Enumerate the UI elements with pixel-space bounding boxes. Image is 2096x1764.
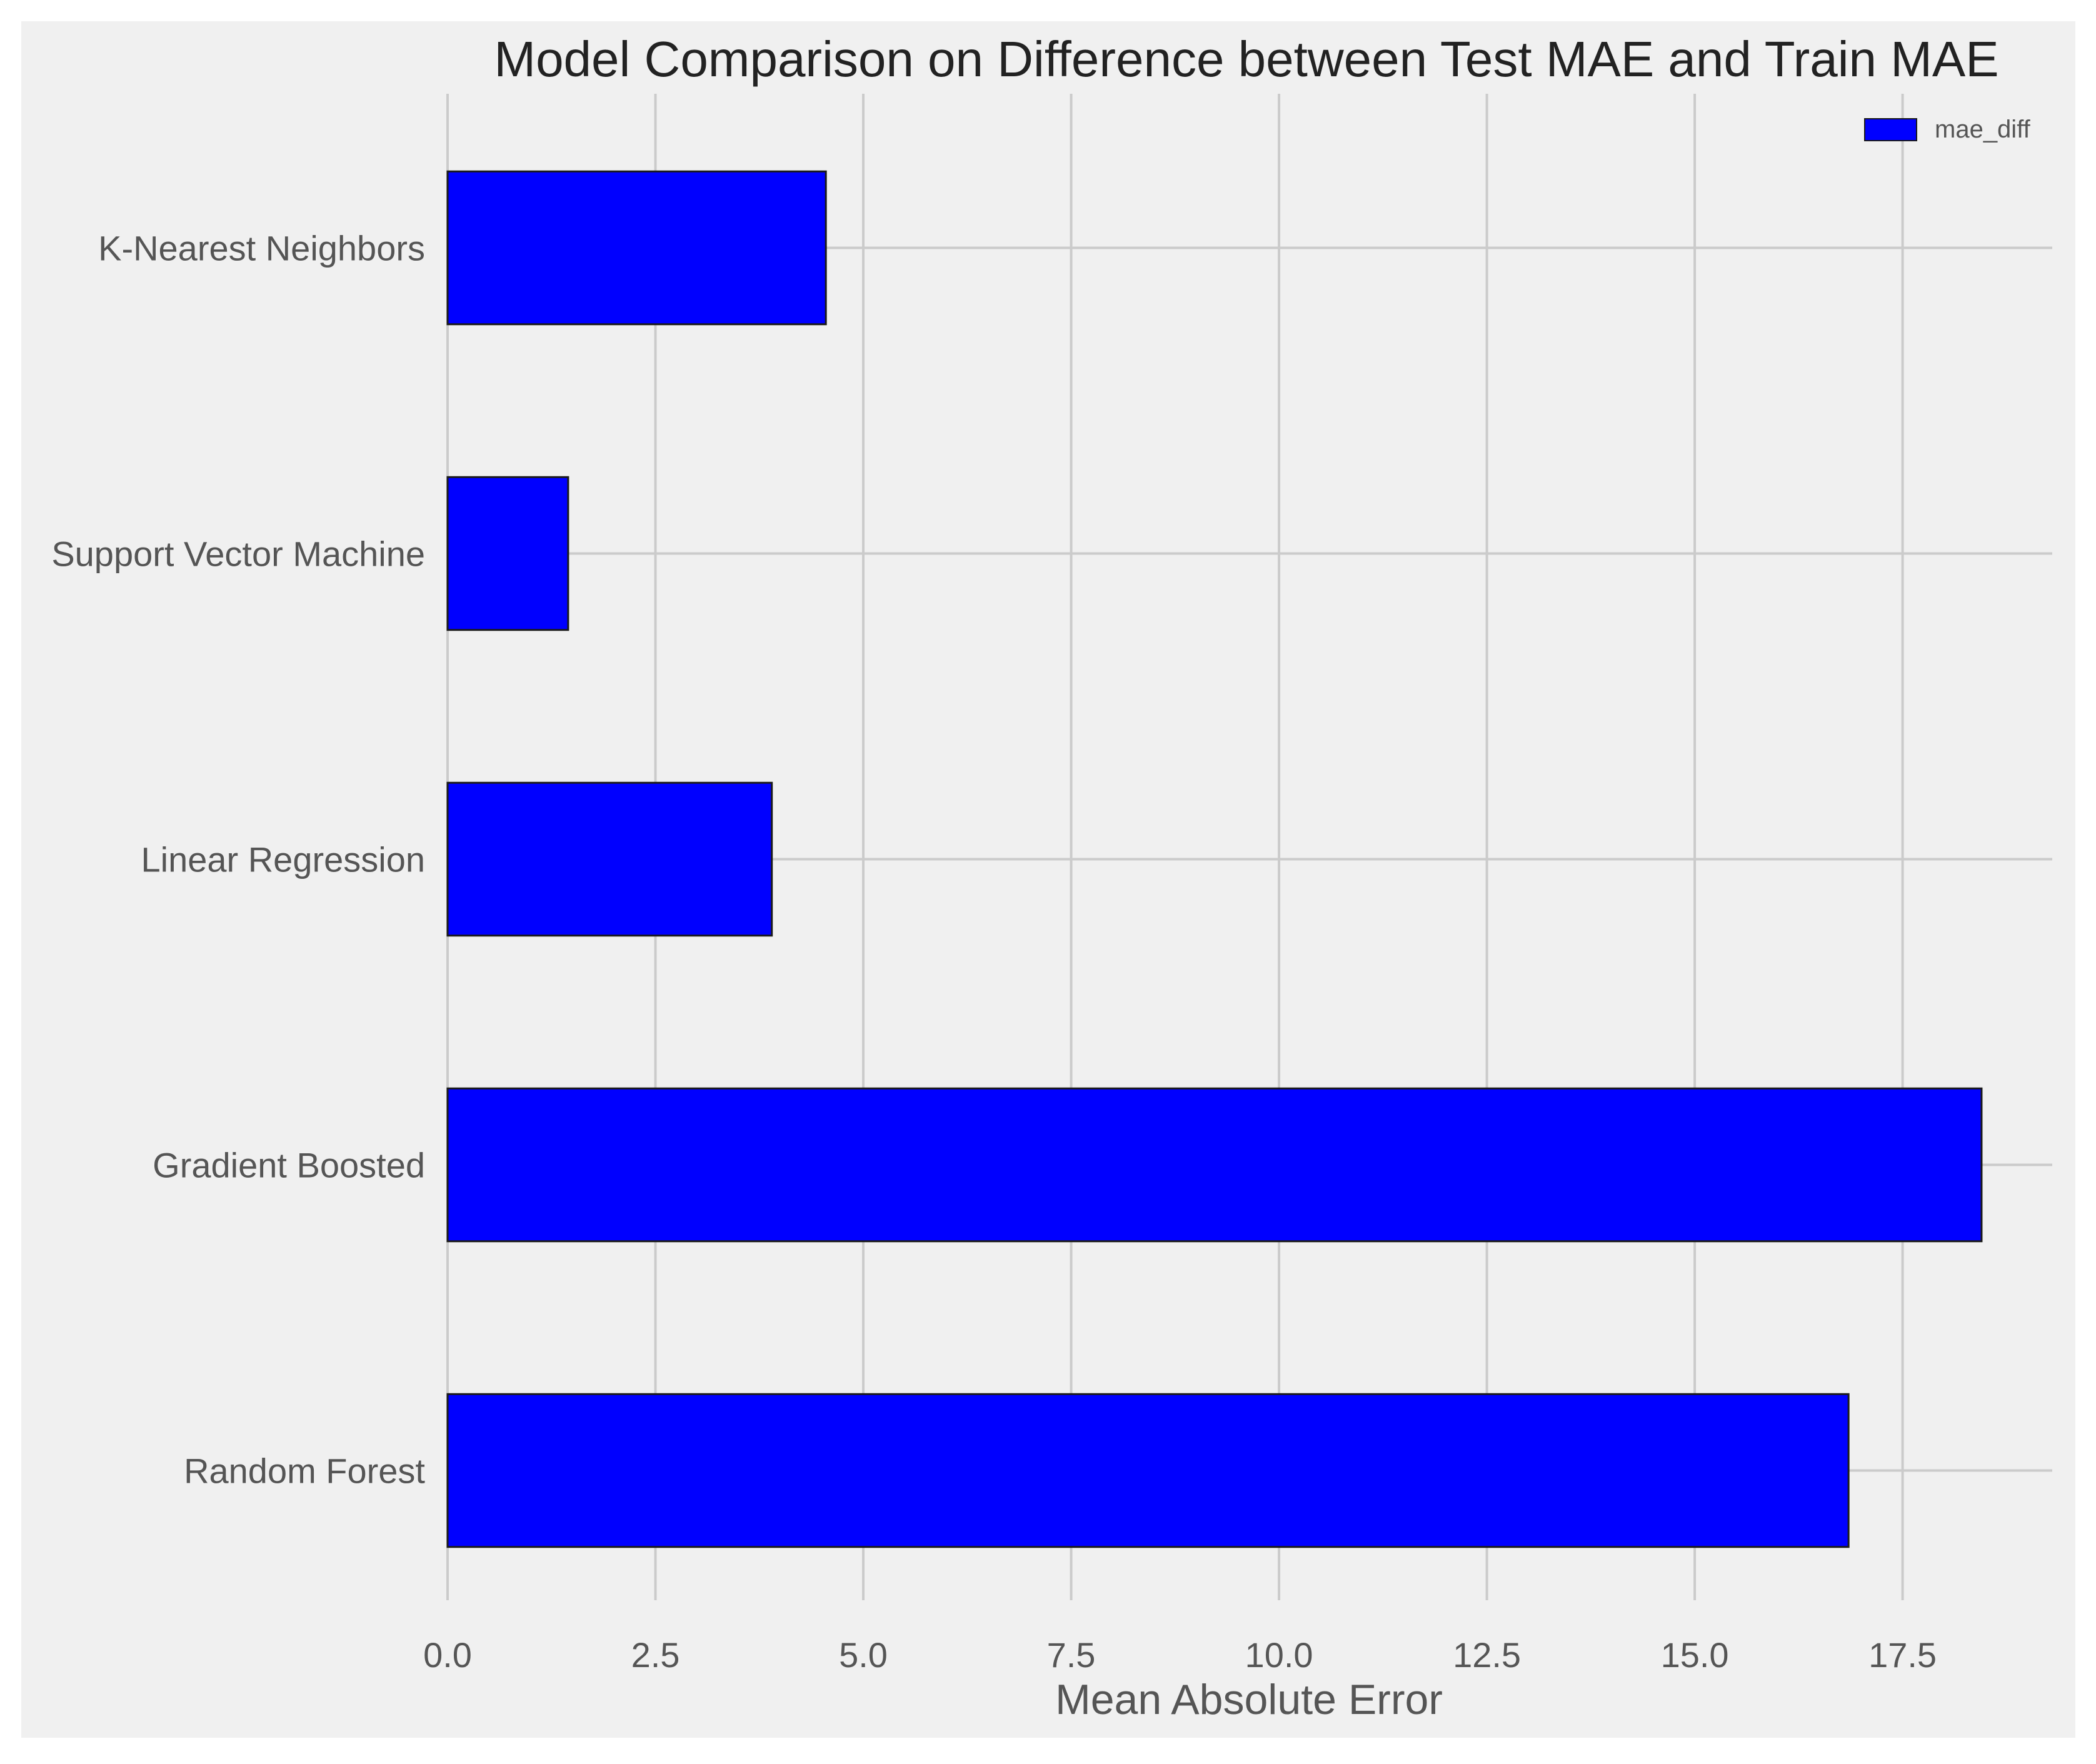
legend-swatch-mae-diff [1864,118,1917,141]
legend-label-mae-diff: mae_diff [1935,116,2031,143]
bar-random-forest [446,1393,1850,1548]
x-axis-label: Mean Absolute Error [1055,1676,1443,1723]
x-tick-label: 7.5 [1047,1635,1096,1675]
x-tick-label: 2.5 [631,1635,680,1675]
x-tick-label: 10.0 [1245,1635,1313,1675]
x-tick-label: 15.0 [1661,1635,1729,1675]
y-tick-label: Random Forest [184,1451,425,1491]
x-tick-label: 0.0 [423,1635,472,1675]
x-tick-label: 17.5 [1868,1635,1937,1675]
x-tick-label: 12.5 [1453,1635,1521,1675]
bars [446,170,1983,1548]
legend: mae_diff [1864,116,2031,143]
bar-linear-regression [446,781,773,937]
chart-title: Model Comparison on Difference between T… [494,31,1998,87]
bar-support-vector-machine [446,476,569,631]
y-tick-label: K-Nearest Neighbors [98,229,425,268]
x-tick-label: 5.0 [839,1635,888,1675]
bar-gradient-boosted [446,1087,1983,1243]
y-tick-labels: K-Nearest Neighbors Support Vector Machin… [51,229,425,1491]
x-tick-labels: 0.0 2.5 5.0 7.5 10.0 12.5 15.0 17.5 [423,1635,1937,1675]
y-tick-label: Gradient Boosted [153,1146,425,1185]
y-tick-label: Support Vector Machine [51,534,425,574]
y-tick-label: Linear Regression [141,840,425,879]
bar-k-nearest-neighbors [446,170,827,326]
